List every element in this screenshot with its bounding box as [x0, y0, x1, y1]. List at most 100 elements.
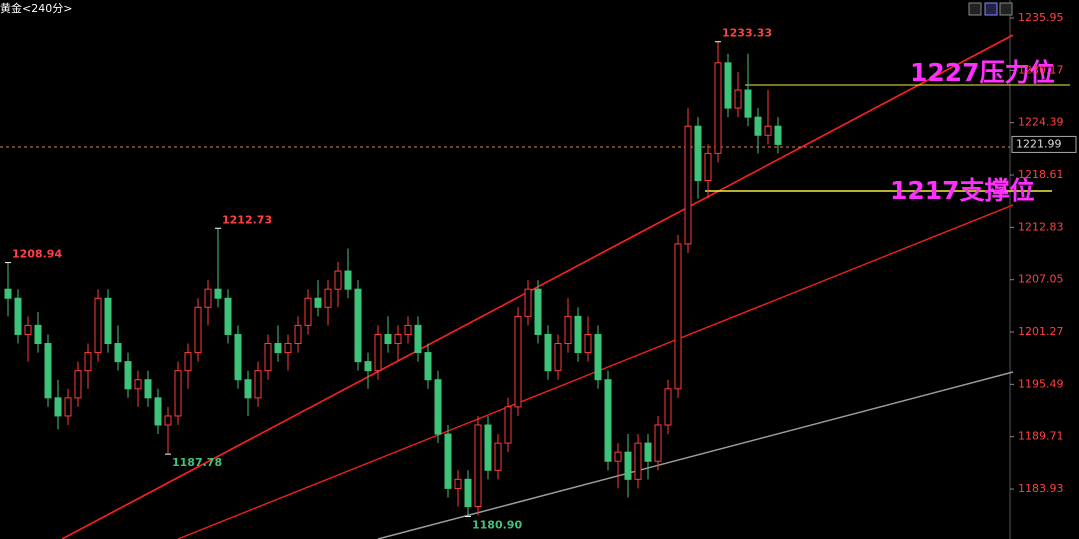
candle-body [484, 424, 492, 471]
candle-body [714, 62, 722, 154]
candle-body [294, 324, 302, 345]
current-price-box [1011, 135, 1077, 153]
candle-body [124, 361, 132, 390]
candle-body [764, 125, 772, 136]
candle-body [464, 478, 472, 507]
candle-body [374, 333, 382, 372]
candle-body [544, 333, 552, 372]
candle-body [134, 379, 142, 390]
candle-body [494, 442, 502, 471]
candle-body [84, 352, 92, 372]
candle-body [4, 288, 12, 299]
extreme-label: 1208.94 [12, 248, 62, 261]
candle-body [704, 152, 712, 182]
candle-body [424, 352, 432, 381]
candle-body [334, 270, 342, 290]
candle-body [324, 288, 332, 308]
candle-body [504, 406, 512, 444]
candle-body [384, 333, 392, 345]
y-tick-label: 1189.71 [1018, 430, 1064, 443]
candle-body [364, 361, 372, 372]
candle-body [94, 297, 102, 354]
candle-body [274, 343, 282, 354]
candle-body [744, 89, 752, 118]
candle-body [224, 297, 232, 335]
y-tick-label: 1201.27 [1018, 325, 1064, 338]
candle-body [444, 433, 452, 489]
candle-body [774, 125, 782, 145]
candle-body [64, 397, 72, 417]
candle-body [34, 324, 42, 345]
candle-body [604, 379, 612, 462]
candle-body [474, 424, 482, 507]
extreme-label: 1212.73 [222, 213, 272, 226]
candle-body [404, 324, 412, 335]
candle-body [24, 324, 32, 335]
current-price: 1221.99 [1016, 137, 1062, 150]
y-tick-label: 1195.49 [1018, 377, 1064, 390]
candle-body [264, 343, 272, 372]
candle-body [554, 343, 562, 372]
candle-body [754, 116, 762, 136]
candle-body [664, 388, 672, 426]
y-tick-label: 1207.05 [1018, 273, 1064, 286]
extreme-label: 1187.78 [172, 456, 222, 469]
candle-body [734, 89, 742, 109]
extreme-label: 1233.33 [722, 27, 772, 40]
candle-body [394, 333, 402, 345]
candle-body [194, 306, 202, 354]
resistance-label: 1227压力位 [910, 58, 1055, 87]
candle-body [154, 397, 162, 426]
candle-body [344, 270, 352, 290]
candle-body [694, 125, 702, 182]
toolbar-icon[interactable] [968, 2, 982, 16]
candle-body [104, 297, 112, 345]
candle-body [204, 288, 212, 308]
y-tick-label: 1183.93 [1018, 482, 1064, 495]
candle-body [574, 315, 582, 354]
candle-body [354, 288, 362, 363]
y-tick-label: 1224.39 [1018, 116, 1064, 129]
candle-body [524, 288, 532, 317]
candle-body [434, 379, 442, 435]
chart-title: 黄金<240分> [0, 1, 72, 15]
candle-body [534, 288, 542, 335]
candle-body [514, 315, 522, 408]
candle-body [584, 333, 592, 354]
candle-body [634, 442, 642, 480]
candles [4, 41, 782, 517]
candle-body [614, 451, 622, 462]
candle-body [244, 379, 252, 399]
y-tick-label: 1212.83 [1018, 220, 1064, 233]
candle-body [114, 343, 122, 363]
y-tick-label: 1230.17 [1018, 63, 1064, 76]
candle-body [74, 370, 82, 399]
candle-body [454, 478, 462, 489]
trend-line [377, 371, 1014, 539]
extreme-label: 1180.90 [472, 518, 522, 531]
candle-body [624, 451, 632, 480]
candle-body [644, 442, 652, 462]
candle-body [304, 297, 312, 326]
candle-body [14, 297, 22, 335]
candle-body [674, 243, 682, 390]
candle-body [54, 397, 62, 417]
candle-body [144, 379, 152, 399]
toolbar-icon[interactable] [999, 2, 1013, 16]
y-tick-label: 1235.95 [1018, 11, 1064, 24]
candle-body [44, 343, 52, 399]
candle-body [564, 315, 572, 345]
y-tick-label: 1218.61 [1018, 168, 1064, 181]
candle-body [234, 333, 242, 381]
candle-body [254, 370, 262, 399]
candle-body [214, 288, 222, 299]
candle-body [174, 370, 182, 417]
candle-body [184, 352, 192, 372]
candle-body [594, 333, 602, 381]
toolbar-icon[interactable] [984, 2, 998, 16]
support-label: 1217支撑位 [890, 176, 1035, 205]
candle-body [724, 62, 732, 109]
candle-body [414, 324, 422, 354]
